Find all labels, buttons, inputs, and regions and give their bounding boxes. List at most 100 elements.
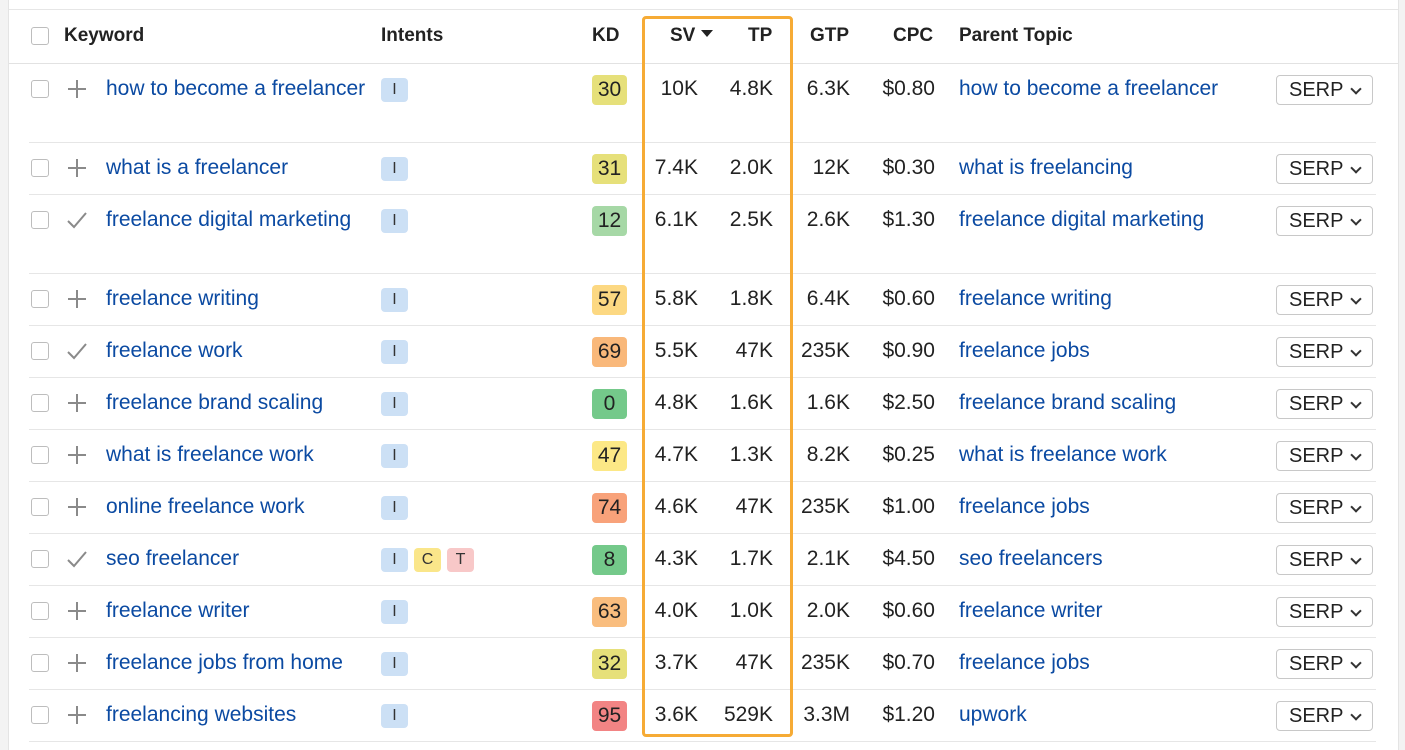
column-header-sv[interactable]: SV: [670, 25, 714, 47]
tp-value: 1.0K: [729, 599, 773, 622]
row-checkbox[interactable]: [31, 550, 49, 568]
plus-icon[interactable]: [67, 393, 87, 413]
gtp-value: 1.6K: [806, 391, 850, 414]
column-header-cpc[interactable]: CPC: [893, 25, 934, 46]
row-checkbox[interactable]: [31, 654, 49, 672]
serp-dropdown-button[interactable]: SERP: [1276, 649, 1373, 679]
column-header-gtp[interactable]: GTP: [810, 25, 850, 46]
parent-topic-link[interactable]: how to become a freelancer: [959, 77, 1219, 100]
parent-topic-link[interactable]: freelance digital marketing: [959, 208, 1205, 231]
row-checkbox[interactable]: [31, 498, 49, 516]
serp-dropdown-button[interactable]: SERP: [1276, 389, 1373, 419]
keyword-link[interactable]: freelance work: [106, 339, 243, 362]
row-checkbox[interactable]: [31, 602, 49, 620]
keyword-link[interactable]: freelancing websites: [106, 703, 297, 726]
serp-dropdown-button[interactable]: SERP: [1276, 441, 1373, 471]
kd-badge: 69: [592, 337, 627, 367]
parent-topic-link[interactable]: what is freelancing: [959, 156, 1133, 179]
cpc-value: $0.25: [882, 443, 935, 466]
parent-topic-link[interactable]: freelance jobs: [959, 495, 1090, 518]
parent-topic-link[interactable]: freelance jobs: [959, 651, 1090, 674]
table-row: freelance writing I 57 5.8K 1.8K 6.4K $0…: [29, 273, 1376, 326]
row-checkbox[interactable]: [31, 342, 49, 360]
tp-value: 529K: [723, 703, 773, 726]
plus-icon[interactable]: [67, 289, 87, 309]
tp-value: 47K: [735, 339, 773, 362]
keyword-link[interactable]: freelance jobs from home: [106, 651, 343, 674]
serp-dropdown-button[interactable]: SERP: [1276, 206, 1373, 236]
serp-dropdown-button[interactable]: SERP: [1276, 337, 1373, 367]
table-row: freelance jobs from home I 32 3.7K 47K 2…: [29, 637, 1376, 690]
sv-value: 5.8K: [654, 287, 698, 310]
keyword-link[interactable]: seo freelancer: [106, 547, 240, 570]
sv-value: 3.7K: [654, 651, 698, 674]
tp-value: 4.8K: [729, 77, 773, 100]
plus-icon[interactable]: [67, 445, 87, 465]
keyword-link[interactable]: online freelance work: [106, 495, 305, 518]
cpc-value: $2.50: [882, 391, 935, 414]
parent-topic-link[interactable]: seo freelancers: [959, 547, 1103, 570]
plus-icon[interactable]: [67, 497, 87, 517]
tp-value: 2.0K: [729, 156, 773, 179]
intent-badge: I: [381, 209, 408, 233]
sv-value: 6.1K: [654, 208, 698, 231]
kd-badge: 63: [592, 597, 627, 627]
keyword-link[interactable]: how to become a freelancer: [106, 77, 366, 100]
column-header-tp[interactable]: TP: [748, 25, 773, 46]
sv-value: 3.6K: [654, 703, 698, 726]
plus-icon[interactable]: [67, 705, 87, 725]
check-icon[interactable]: [66, 549, 87, 569]
row-checkbox[interactable]: [31, 211, 49, 229]
column-header-keyword[interactable]: Keyword: [64, 25, 145, 46]
serp-dropdown-button[interactable]: SERP: [1276, 75, 1373, 105]
cpc-value: $0.30: [882, 156, 935, 179]
parent-topic-link[interactable]: freelance writing: [959, 287, 1112, 310]
serp-dropdown-button[interactable]: SERP: [1276, 545, 1373, 575]
row-checkbox[interactable]: [31, 394, 49, 412]
check-icon[interactable]: [66, 341, 87, 361]
gtp-value: 235K: [800, 495, 850, 518]
serp-dropdown-button[interactable]: SERP: [1276, 154, 1373, 184]
row-checkbox[interactable]: [31, 706, 49, 724]
serp-dropdown-button[interactable]: SERP: [1276, 285, 1373, 315]
keyword-link[interactable]: freelance digital marketing: [106, 208, 352, 231]
row-checkbox[interactable]: [31, 290, 49, 308]
plus-icon[interactable]: [67, 79, 87, 99]
serp-dropdown-button[interactable]: SERP: [1276, 701, 1373, 731]
check-icon[interactable]: [66, 210, 87, 230]
table-row: what is freelance work I 47 4.7K 1.3K 8.…: [29, 429, 1376, 482]
table-row: online freelance work I 74 4.6K 47K 235K…: [29, 481, 1376, 534]
gtp-value: 12K: [812, 156, 850, 179]
row-checkbox[interactable]: [31, 159, 49, 177]
plus-icon[interactable]: [67, 601, 87, 621]
parent-topic-link[interactable]: freelance writer: [959, 599, 1103, 622]
serp-dropdown-button[interactable]: SERP: [1276, 493, 1373, 523]
table-row: freelance writer I 63 4.0K 1.0K 2.0K $0.…: [29, 585, 1376, 638]
plus-icon[interactable]: [67, 653, 87, 673]
keyword-link[interactable]: freelance writer: [106, 599, 250, 622]
plus-icon[interactable]: [67, 158, 87, 178]
keyword-link[interactable]: what is a freelancer: [106, 156, 289, 179]
kd-badge: 47: [592, 441, 627, 471]
serp-dropdown-button[interactable]: SERP: [1276, 597, 1373, 627]
parent-topic-link[interactable]: freelance brand scaling: [959, 391, 1177, 414]
row-checkbox[interactable]: [31, 80, 49, 98]
keyword-link[interactable]: freelance brand scaling: [106, 391, 324, 414]
column-header-intents[interactable]: Intents: [381, 25, 444, 46]
gtp-value: 3.3M: [803, 703, 850, 726]
row-checkbox[interactable]: [31, 446, 49, 464]
select-all-checkbox[interactable]: [31, 27, 49, 45]
kd-badge: 31: [592, 154, 627, 184]
sv-value: 4.7K: [654, 443, 698, 466]
chevron-down-icon: [1350, 605, 1362, 617]
intent-badge: I: [381, 78, 408, 102]
column-header-parent-topic[interactable]: Parent Topic: [959, 25, 1073, 46]
gtp-value: 6.3K: [806, 77, 850, 100]
parent-topic-link[interactable]: freelance jobs: [959, 339, 1090, 362]
parent-topic-link[interactable]: what is freelance work: [959, 443, 1167, 466]
keyword-link[interactable]: freelance writing: [106, 287, 259, 310]
chevron-down-icon: [1350, 657, 1362, 669]
column-header-kd[interactable]: KD: [592, 25, 620, 46]
parent-topic-link[interactable]: upwork: [959, 703, 1027, 726]
keyword-link[interactable]: what is freelance work: [106, 443, 314, 466]
